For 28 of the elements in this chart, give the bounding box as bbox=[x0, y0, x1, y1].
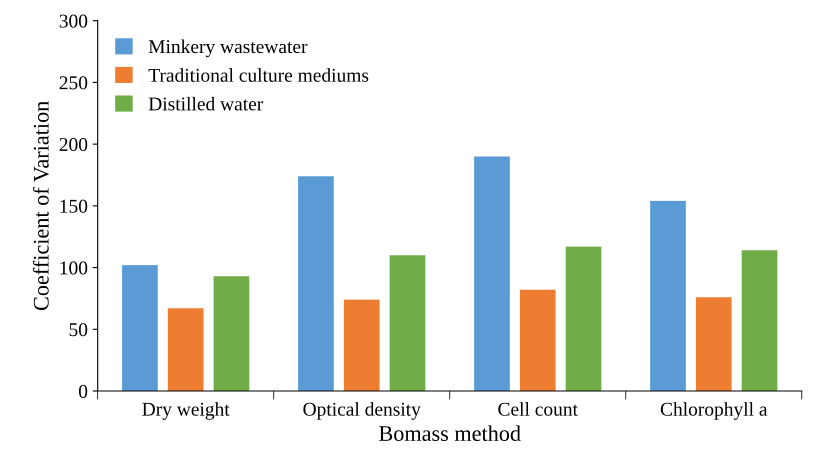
bar bbox=[742, 250, 778, 391]
legend-label: Minkery wastewater bbox=[148, 39, 308, 58]
y-axis-title: Coefficient of Variation bbox=[32, 101, 49, 310]
legend-label: Traditional culture mediums bbox=[148, 68, 368, 82]
bar bbox=[696, 297, 732, 391]
bar bbox=[390, 255, 426, 391]
y-tick-label: 0 bbox=[78, 384, 88, 398]
y-tick-label: 300 bbox=[60, 14, 88, 28]
bar bbox=[214, 276, 250, 391]
legend-label: Distilled water bbox=[148, 96, 264, 111]
x-tick-label: Cell count bbox=[498, 402, 578, 416]
y-tick-label: 250 bbox=[60, 76, 88, 90]
y-tick-label: 50 bbox=[70, 323, 88, 336]
x-tick-label: Optical density bbox=[303, 402, 421, 420]
y-tick-label: 100 bbox=[60, 261, 88, 275]
x-axis-title: Bomass method bbox=[379, 425, 521, 441]
bar bbox=[344, 300, 380, 391]
x-tick-label: Chlorophyll a bbox=[660, 402, 768, 420]
bar bbox=[122, 265, 158, 391]
x-tick-label: Dry weight bbox=[142, 402, 230, 420]
bar bbox=[168, 308, 204, 391]
y-tick-label: 150 bbox=[60, 200, 88, 213]
y-tick-label: 200 bbox=[60, 138, 88, 152]
bar bbox=[566, 246, 602, 391]
bar bbox=[650, 200, 686, 391]
bar bbox=[474, 156, 510, 391]
bar bbox=[298, 176, 334, 391]
bar bbox=[520, 290, 556, 391]
